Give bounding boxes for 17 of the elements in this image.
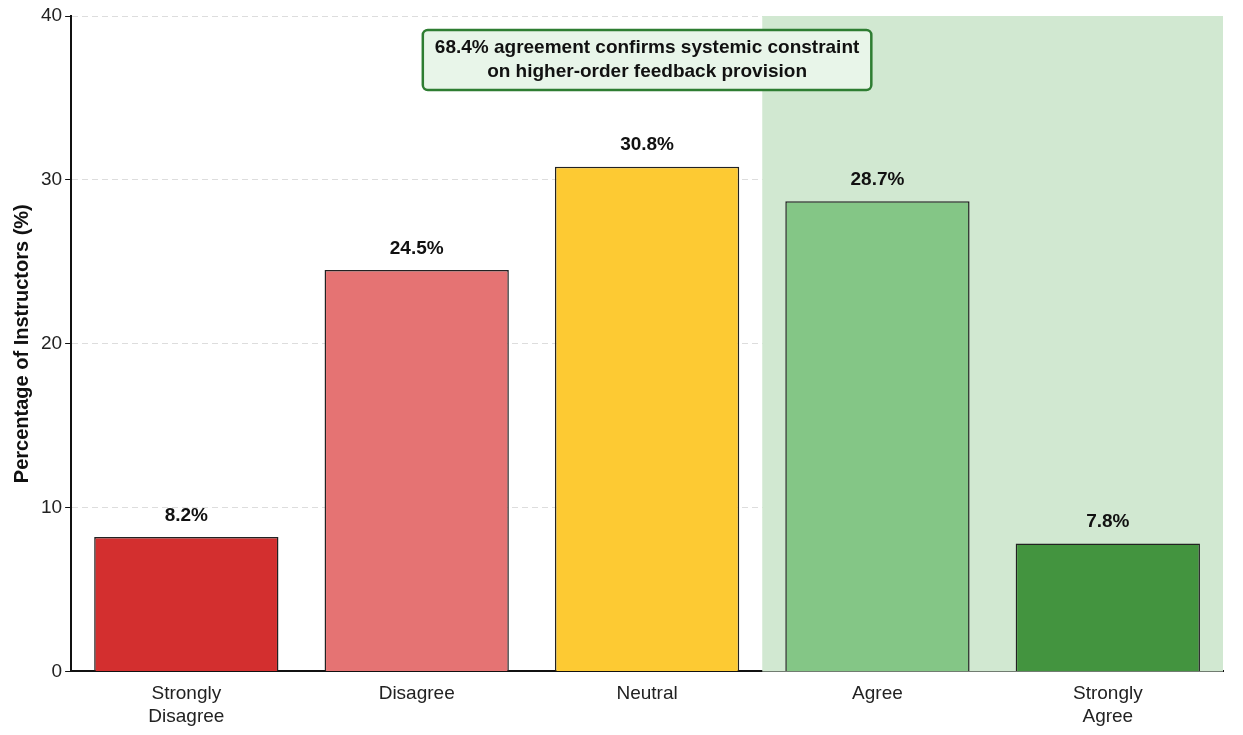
- y-tick-label: 0: [51, 659, 63, 681]
- x-tick-label: Agree: [852, 682, 903, 704]
- data-label: 24.5%: [389, 236, 444, 258]
- y-tick-label: 20: [40, 331, 63, 353]
- x-tick-label: Strongly Agree: [1072, 682, 1144, 726]
- x-tick-label: Disagree: [378, 682, 455, 704]
- x-tick-label: Strongly Disagree: [148, 682, 225, 726]
- y-axis-title: Percentage of Instructors (%): [9, 204, 32, 484]
- y-tick-label: 40: [40, 4, 63, 26]
- data-label: 28.7%: [850, 167, 905, 189]
- x-tick-label: Neutral: [616, 682, 678, 704]
- data-label: 8.2%: [164, 503, 209, 525]
- y-tick-label: 10: [40, 495, 63, 517]
- data-label: 7.8%: [1086, 510, 1130, 532]
- y-tick-label: 30: [40, 168, 63, 190]
- annotation: 68.4% agreement confirms systemic constraint on higher-order feedback provision: [434, 36, 860, 82]
- data-label: 30.8%: [620, 133, 675, 155]
